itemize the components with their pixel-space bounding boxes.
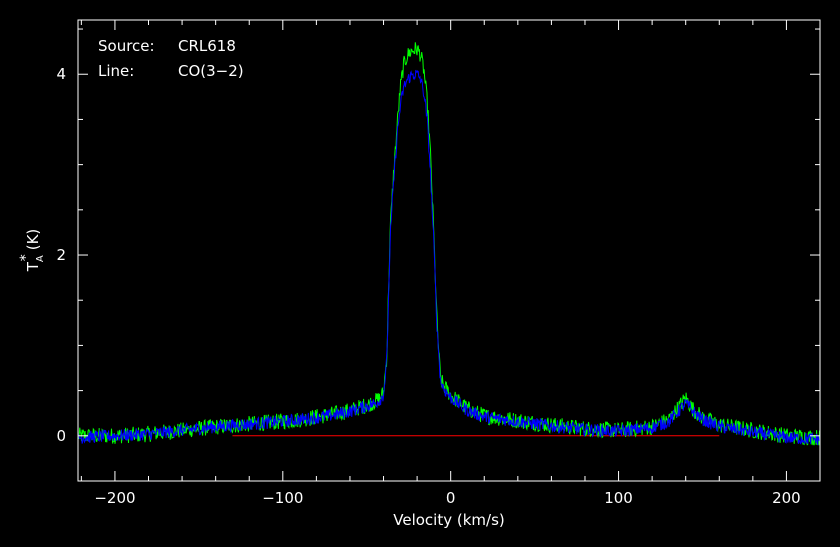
line-value: CO(3−2) <box>178 62 244 80</box>
spectrum-series-1 <box>77 42 820 446</box>
svg-text:TA*(K): TA* (K) <box>18 229 46 273</box>
spectrum-series-2 <box>77 69 820 446</box>
x-axis-label: Velocity (km/s) <box>393 511 504 529</box>
source-label: Source: <box>98 37 155 55</box>
y-axis-label-unit: (K) <box>24 229 42 251</box>
x-tick-label: 100 <box>604 489 633 507</box>
y-tick-label: 0 <box>56 427 66 445</box>
plot-content <box>77 42 820 446</box>
x-tick-label: 0 <box>446 489 456 507</box>
line-label: Line: <box>98 62 134 80</box>
y-tick-label: 4 <box>56 65 66 83</box>
y-axis-label-main: T <box>24 261 42 272</box>
x-tick-label: −100 <box>262 489 303 507</box>
y-tick-label: 2 <box>56 246 66 264</box>
axis-ticks: −200 −100 0 100 200 0 2 4 <box>56 20 821 507</box>
y-axis-label: TA* (K) <box>18 229 46 273</box>
plot-frame <box>77 19 821 482</box>
y-axis-label-superscript: * <box>18 254 34 261</box>
x-tick-label: −200 <box>94 489 135 507</box>
y-axis-label-subscript: A <box>35 255 46 262</box>
source-value: CRL618 <box>178 37 236 55</box>
x-tick-label: 200 <box>772 489 801 507</box>
